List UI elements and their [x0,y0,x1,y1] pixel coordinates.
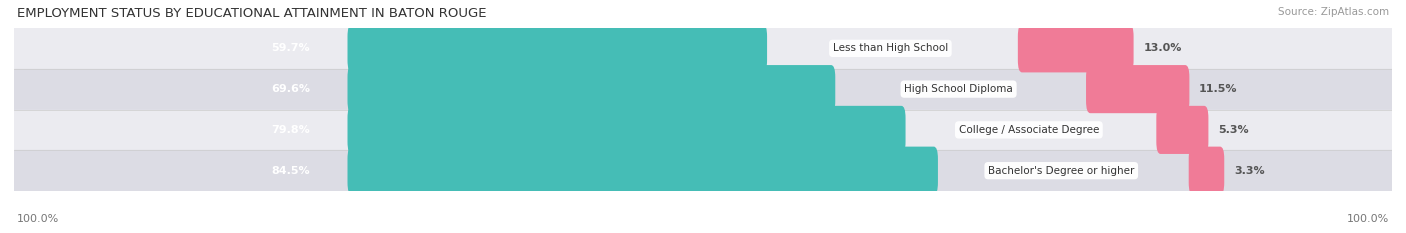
FancyBboxPatch shape [347,147,938,195]
Bar [14,28,1392,69]
FancyBboxPatch shape [347,24,768,72]
Text: Source: ZipAtlas.com: Source: ZipAtlas.com [1278,7,1389,17]
Text: College / Associate Degree: College / Associate Degree [959,125,1099,135]
FancyBboxPatch shape [1018,24,1133,72]
FancyBboxPatch shape [347,106,905,154]
Text: Less than High School: Less than High School [832,43,948,53]
Text: 3.3%: 3.3% [1234,166,1264,176]
Text: 69.6%: 69.6% [271,84,311,94]
FancyBboxPatch shape [347,65,835,113]
Text: 84.5%: 84.5% [271,166,311,176]
Text: High School Diploma: High School Diploma [904,84,1012,94]
Text: 100.0%: 100.0% [1347,214,1389,224]
Text: 59.7%: 59.7% [271,43,311,53]
Text: 5.3%: 5.3% [1218,125,1249,135]
Text: 100.0%: 100.0% [17,214,59,224]
Text: 79.8%: 79.8% [271,125,311,135]
Bar [14,69,1392,110]
Text: Bachelor's Degree or higher: Bachelor's Degree or higher [988,166,1135,176]
Bar [14,110,1392,150]
Text: 13.0%: 13.0% [1143,43,1181,53]
Bar [14,150,1392,191]
Text: EMPLOYMENT STATUS BY EDUCATIONAL ATTAINMENT IN BATON ROUGE: EMPLOYMENT STATUS BY EDUCATIONAL ATTAINM… [17,7,486,20]
FancyBboxPatch shape [1188,147,1225,195]
FancyBboxPatch shape [1156,106,1208,154]
FancyBboxPatch shape [1085,65,1189,113]
Text: 11.5%: 11.5% [1199,84,1237,94]
